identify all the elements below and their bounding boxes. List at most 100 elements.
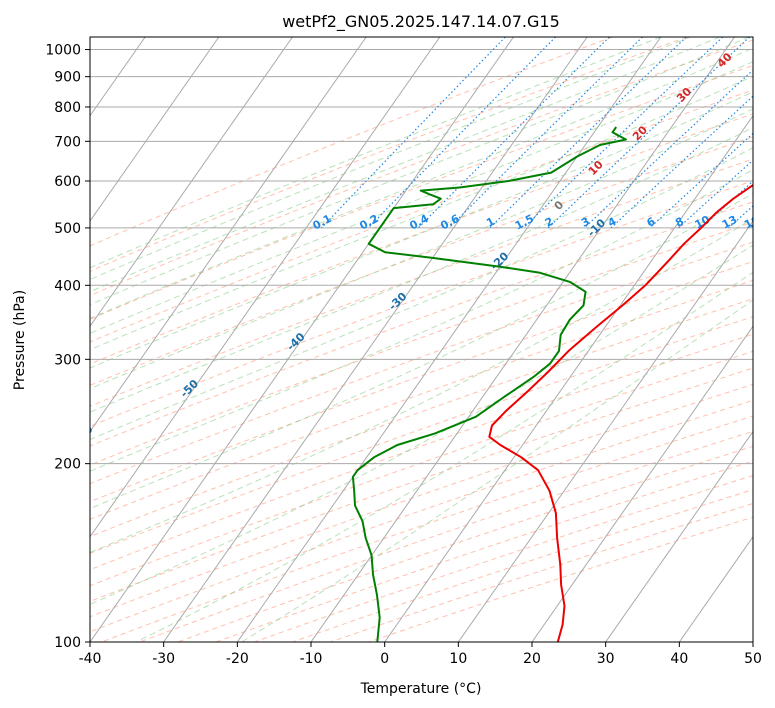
dry-adiabat	[90, 113, 753, 365]
isotherm	[752, 641, 753, 642]
isotherm	[678, 535, 753, 642]
mixing-ratio-label: 10	[693, 213, 713, 232]
moist-adiabat	[90, 91, 753, 369]
moist-adiabat	[90, 37, 750, 306]
x-tick-label: 20	[523, 651, 541, 667]
dry-adiabat	[90, 89, 753, 343]
chart-title: wetPf2_GN05.2025.147.14.07.G15	[282, 12, 560, 32]
isotherm-label: -40	[284, 330, 308, 353]
dry-adiabat	[139, 430, 753, 642]
mixing-ratio-line	[417, 37, 610, 229]
x-axis: -40 -30 -20 -10 0 10 20 30 40 50	[79, 642, 762, 667]
dry-adiabat	[90, 221, 753, 466]
moist-adiabat-label: 30	[674, 85, 694, 105]
isotherm	[90, 37, 514, 642]
mixing-ratio-label: 0.6	[438, 212, 462, 233]
dry-adiabat	[90, 260, 753, 503]
moist-adiabat	[90, 244, 753, 605]
isobars	[90, 49, 753, 642]
dry-adiabat	[90, 201, 753, 447]
y-tick-label: 900	[54, 70, 81, 86]
y-tick-label: 700	[54, 134, 81, 150]
isotherm	[310, 37, 735, 642]
x-tick-label: 10	[449, 651, 467, 667]
dry-adiabat	[90, 298, 753, 538]
moist-adiabat	[90, 47, 753, 319]
dry-adiabat	[90, 37, 613, 247]
mixing-ratio-line	[728, 205, 753, 229]
isotherm-label: -50	[178, 377, 202, 400]
x-tick-label: -20	[226, 651, 249, 667]
isotherm	[531, 325, 753, 642]
mixing-ratio-label: 0.1	[311, 212, 334, 233]
x-axis-label: Temperature (°C)	[360, 681, 482, 697]
mixing-ratio-lines	[320, 37, 753, 229]
moist-adiabat	[90, 75, 753, 351]
mixing-ratio-line	[367, 37, 556, 229]
y-tick-label: 800	[54, 100, 81, 116]
x-tick-label: 40	[670, 651, 688, 667]
dry-adiabat	[90, 367, 753, 602]
x-tick-label: 50	[744, 651, 762, 667]
isotherm	[90, 37, 293, 328]
isotherms	[0, 37, 753, 642]
mixing-ratio-line	[750, 224, 753, 229]
moist-adiabat	[90, 37, 720, 293]
y-tick-label: 200	[54, 457, 81, 473]
dry-adiabat	[90, 383, 753, 618]
isotherm	[163, 37, 588, 642]
isotherm	[0, 37, 72, 642]
y-tick-label: 400	[54, 278, 81, 294]
isotherm-label: -60	[72, 422, 96, 445]
isotherm	[90, 37, 441, 538]
dry-adiabat	[90, 333, 753, 571]
isotherm-label: -10	[585, 216, 609, 239]
dry-adiabat	[330, 503, 753, 642]
dry-adiabat	[90, 399, 753, 633]
isotherm	[90, 37, 220, 222]
mixing-ratio-label: 13	[720, 213, 740, 232]
moist-adiabat-label: 40	[715, 50, 735, 70]
x-tick-label: 0	[380, 651, 389, 667]
dry-adiabat	[90, 136, 753, 386]
y-tick-label: 100	[54, 635, 81, 651]
mixing-ratio-line	[489, 37, 687, 229]
x-tick-label: -40	[79, 651, 102, 667]
y-axis-label: Pressure (hPa)	[12, 290, 28, 390]
x-tick-label: -30	[152, 651, 175, 667]
mixing-ratio-label: 16	[742, 213, 762, 232]
x-tick-label: 30	[597, 651, 615, 667]
moist-adiabat	[90, 126, 753, 413]
x-tick-label: -10	[300, 651, 323, 667]
mixing-ratio-line	[522, 37, 724, 229]
y-tick-label: 500	[54, 221, 81, 237]
plot-frame	[89, 36, 754, 643]
moist-adiabat	[90, 37, 661, 269]
moist-adiabat-label: 20	[630, 123, 650, 143]
dry-adiabat	[90, 279, 753, 520]
mixing-ratio-line	[320, 37, 506, 229]
isotherm	[384, 114, 753, 642]
isotherm-label: -20	[488, 249, 512, 272]
moist-adiabat	[241, 299, 753, 642]
dry-adiabat	[292, 489, 753, 642]
y-tick-label: 600	[54, 174, 81, 190]
isotherm	[605, 430, 753, 642]
moist-adiabat	[90, 169, 753, 472]
moist-adiabat	[90, 218, 753, 554]
plot-area: 0.10.20.40.611.52346810131620253036-100-…	[0, 37, 775, 642]
mixing-ratio-line	[677, 159, 753, 229]
temperature-line	[488, 183, 753, 642]
mixing-ratio-line	[583, 69, 753, 229]
moist-adiabat-label: 0	[552, 198, 567, 213]
y-tick-label: 1000	[45, 43, 81, 59]
dry-adiabat	[90, 316, 753, 554]
moist-adiabat	[90, 61, 753, 334]
dry-adiabat	[90, 180, 753, 427]
dry-adiabat	[90, 64, 753, 320]
mixing-ratio-label: 20	[766, 213, 775, 232]
mixing-ratio-label: 0.4	[407, 212, 431, 233]
moist-adiabat	[135, 271, 753, 642]
profile-series	[351, 126, 753, 642]
